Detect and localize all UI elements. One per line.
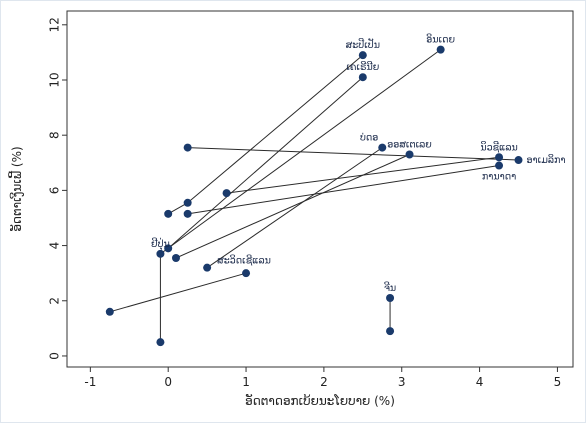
point-label: ອິນເດຍ	[426, 35, 455, 46]
point-label: ນິວຊີແລນ	[480, 142, 517, 153]
y-tick-label: 2	[48, 297, 62, 305]
data-point	[386, 327, 394, 335]
y-tick-label: 4	[48, 242, 62, 250]
data-point	[515, 156, 523, 164]
data-point	[378, 144, 386, 152]
point-label: ບ່ດອ	[360, 133, 378, 144]
data-point	[156, 250, 164, 258]
data-point	[223, 189, 231, 197]
data-point	[156, 338, 164, 346]
data-point	[184, 210, 192, 218]
point-label: ສະວິດເຊີແລນ	[217, 256, 271, 267]
x-tick-label: -1	[84, 375, 96, 389]
data-point	[184, 199, 192, 207]
point-label: ອອສເຕເລຍ	[387, 140, 432, 151]
data-point	[164, 210, 172, 218]
data-point	[359, 51, 367, 59]
point-label: ຈີນ	[384, 283, 396, 294]
y-tick-label: 12	[48, 17, 62, 32]
x-tick-label: 5	[554, 375, 562, 389]
plot-area	[67, 11, 573, 367]
point-label: ເຄເຣີນີຍ	[346, 62, 379, 73]
point-label: ການາດາ	[482, 172, 516, 183]
y-axis-title: ອັດຕາເງິນເຟີ້ (%)	[7, 146, 24, 231]
data-point	[184, 144, 192, 152]
data-point	[203, 264, 211, 272]
data-point	[437, 46, 445, 54]
data-point	[406, 151, 414, 159]
data-point	[242, 269, 250, 277]
data-point	[172, 254, 180, 262]
data-point	[495, 162, 503, 170]
x-tick-label: 1	[242, 375, 250, 389]
x-tick-label: 3	[398, 375, 406, 389]
x-tick-label: 2	[320, 375, 328, 389]
y-tick-label: 8	[48, 131, 62, 139]
y-tick-label: 10	[48, 72, 62, 87]
y-tick-label: 6	[48, 187, 62, 195]
data-point	[359, 73, 367, 81]
point-label: ຢີປຸ່ນ	[151, 238, 170, 251]
data-point	[386, 294, 394, 302]
x-tick-label: 0	[164, 375, 172, 389]
data-point	[495, 153, 503, 161]
point-label: ສະປີເປັນ	[346, 39, 380, 51]
y-tick-label: 0	[48, 352, 62, 360]
x-axis-title: ອັດຕາດອກເບ້ຍນະໂຍບາຍ (%)	[245, 393, 395, 408]
data-point	[106, 308, 114, 316]
point-label: ອາເມລິກາ	[527, 155, 566, 166]
x-tick-label: 4	[476, 375, 484, 389]
